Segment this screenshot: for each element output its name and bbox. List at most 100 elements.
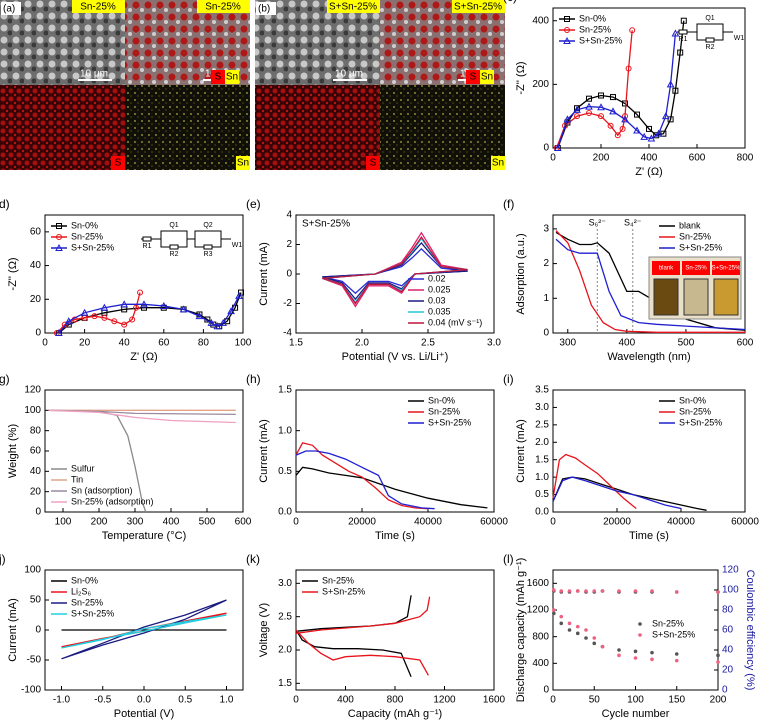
series-line (322, 235, 468, 305)
series-line (557, 20, 685, 149)
tag-text: Sn (226, 72, 238, 83)
marker (614, 132, 621, 139)
legend-label: S+Sn-25% (579, 35, 622, 45)
y-axis-label: Current (mA) (7, 598, 19, 662)
marker (564, 27, 570, 33)
y-tick-label: 100 (24, 405, 41, 416)
panel-label: (k) (246, 552, 260, 566)
marker (638, 633, 642, 637)
panel-label: (d) (0, 197, 10, 211)
marker (121, 321, 128, 328)
marker (633, 649, 638, 654)
x-axis-label: Capacity (mAh g⁻¹) (348, 708, 442, 720)
x-tick-label: 1.0 (220, 695, 234, 706)
y-tick-label: 1.5 (535, 454, 549, 465)
series-line (58, 295, 240, 334)
series-line (322, 242, 468, 301)
x-tick-label: 100 (627, 695, 644, 706)
y-tick-label: 1.0 (535, 472, 549, 483)
peak-label: S₄²⁻ (624, 217, 642, 227)
x-tick-label: 400 (337, 695, 354, 706)
y-axis-label: Weight (%) (7, 424, 19, 478)
tag-text: S (215, 72, 222, 83)
y-tick-label: 2.0 (278, 645, 292, 656)
marker (607, 122, 614, 129)
y2-tick-label: 120 (722, 565, 739, 576)
circuit-label: R3 (204, 251, 213, 258)
series-line (295, 595, 412, 677)
y-tick-label: 1 (543, 293, 549, 304)
circuit-element (678, 29, 688, 35)
legend-label: Li₂S₆ (71, 586, 92, 596)
marker (654, 129, 663, 137)
y-tick-label: 60 (30, 226, 42, 237)
x-tick-label: 600 (235, 517, 252, 528)
x-axis-label: Temperature (°C) (102, 530, 186, 542)
legend-label: Sn (adsorption) (71, 485, 133, 495)
circuit-label: R2 (706, 44, 715, 51)
x-tick-label: 2.5 (421, 338, 435, 349)
x-tick-label: 200 (91, 517, 108, 528)
marker (674, 590, 679, 594)
legend-label: Sn-25% (652, 618, 684, 628)
tag-box (197, 0, 250, 13)
y-tick-label: 0 (35, 507, 41, 518)
x-tick-label: 0.0 (137, 695, 151, 706)
x-tick-label: 600 (689, 153, 706, 164)
legend-label: S+Sn-25% (71, 242, 114, 252)
tag-box (466, 70, 480, 84)
panel-label: (i) (503, 372, 514, 386)
plot-frame (44, 214, 244, 334)
marker (622, 100, 628, 107)
x-tick-label: 0 (550, 153, 556, 164)
marker (567, 628, 572, 632)
circuit-element (169, 244, 179, 250)
marker (559, 621, 564, 626)
y-tick-label: 0 (543, 328, 549, 339)
marker (716, 590, 720, 594)
y-tick-label: 0.5 (278, 466, 292, 477)
panel-label-box (256, 2, 276, 15)
x-tick-label: 400 (163, 517, 180, 528)
tag-box (111, 156, 125, 170)
x-axis-label: Time (s) (629, 530, 669, 542)
legend-label: Sn-0% (428, 395, 455, 405)
x-tick-label: 60000 (731, 517, 759, 528)
series-line (56, 292, 141, 334)
y-tick-label: 1600 (527, 578, 550, 589)
legend-label: Sn-25% (71, 231, 103, 241)
panel-label: (g) (0, 372, 10, 386)
marker (600, 589, 605, 593)
y-tick-label: 200 (532, 79, 549, 90)
y-tick-label: 1.5 (278, 385, 292, 396)
marker (575, 631, 580, 636)
legend-label: blank (679, 220, 701, 230)
y-axis-label: -Z'' (Ω) (7, 257, 19, 290)
tag-text: S (470, 72, 477, 83)
photo-label: blank (659, 266, 674, 272)
y2-tick-label: 0 (722, 685, 728, 696)
photo-label-box (682, 261, 710, 275)
y-tick-label: 0 (543, 685, 549, 696)
plot-frame (295, 389, 495, 513)
legend-label: Sn-25% (679, 231, 711, 241)
x-tick-label: 600 (737, 338, 754, 349)
x-tick-label: 60000 (480, 517, 508, 528)
legend-label: S+Sn-25% (71, 608, 114, 618)
series-line (48, 409, 236, 424)
marker (55, 328, 63, 336)
marker (575, 624, 580, 629)
plot-frame (552, 214, 746, 334)
x-axis-label: Potential (V vs. Li/Li⁺) (342, 351, 449, 363)
marker (552, 611, 556, 616)
y2-tick-label: 60 (722, 625, 734, 636)
marker (633, 589, 638, 593)
panel-label: (a) (3, 4, 15, 15)
marker (592, 636, 597, 640)
y2-tick-label: 20 (722, 665, 734, 676)
x-tick-label: 800 (737, 153, 754, 164)
marker (716, 660, 720, 664)
y-tick-label: 2.5 (535, 419, 549, 430)
micrograph (255, 85, 380, 170)
